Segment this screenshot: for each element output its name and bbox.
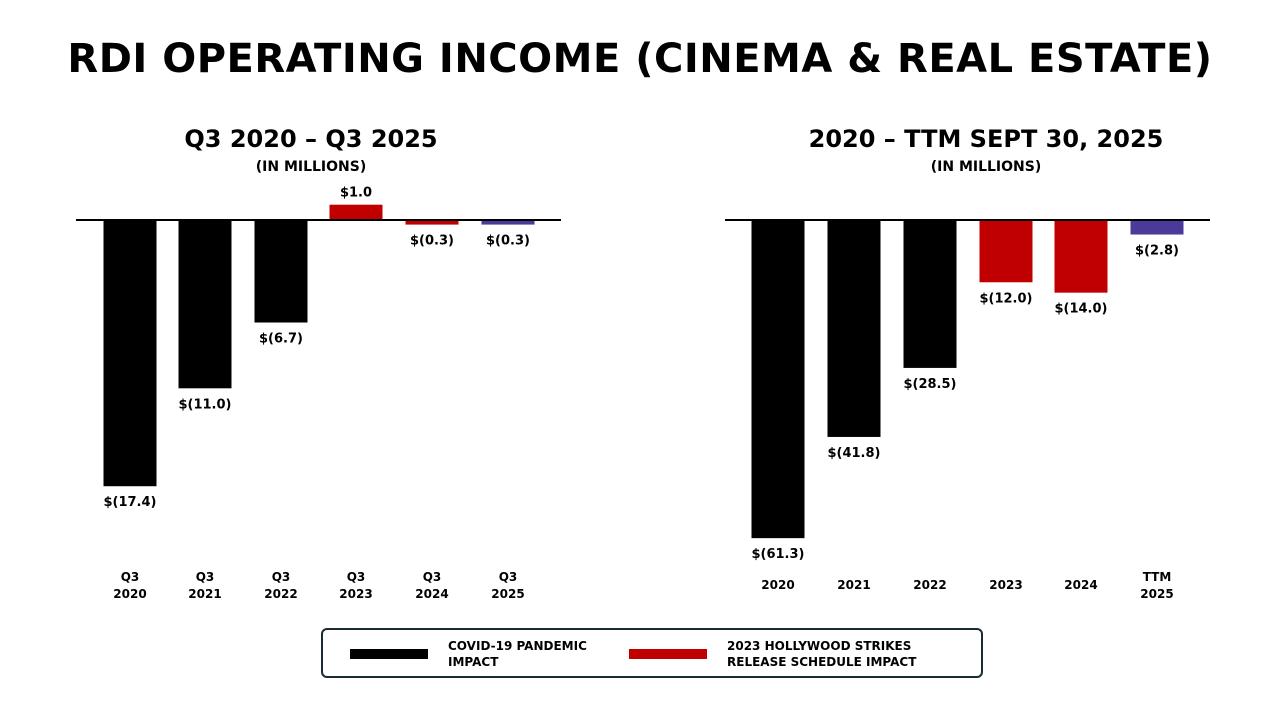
- right-bar-2: [827, 220, 881, 437]
- left-value-label-1: $(17.4): [103, 495, 156, 510]
- legend-item-strikes: 2023 HOLLYWOOD STRIKES RELEASE SCHEDULE …: [629, 638, 957, 670]
- right-value-label-3: $(28.5): [903, 377, 956, 392]
- left-category-label-2: Q3: [196, 570, 215, 584]
- left-category-label-5: 2024: [415, 587, 448, 601]
- left-chart-title: Q3 2020 – Q3 2025: [184, 125, 438, 153]
- right-category-label-2: 2021: [837, 578, 870, 592]
- right-bar-5: [1054, 220, 1108, 293]
- left-value-label-3: $(6.7): [259, 332, 303, 347]
- right-bar-4: [979, 220, 1033, 283]
- left-chart-subtitle: (IN MILLIONS): [255, 159, 367, 175]
- page-title: RDI OPERATING INCOME (CINEMA & REAL ESTA…: [67, 36, 1213, 82]
- legend-label-strikes: 2023 HOLLYWOOD STRIKES RELEASE SCHEDULE …: [727, 639, 917, 669]
- right-value-label-2: $(41.8): [827, 446, 880, 461]
- right-chart-subtitle: (IN MILLIONS): [930, 159, 1042, 175]
- left-category-label-1: 2020: [113, 587, 146, 601]
- left-value-label-5: $(0.3): [410, 234, 454, 249]
- right-category-label-5: 2024: [1064, 578, 1097, 592]
- right-category-label-1: 2020: [761, 578, 794, 592]
- left-category-label-3: 2022: [264, 587, 297, 601]
- legend-item-covid: COVID-19 PANDEMIC IMPACT: [350, 638, 613, 670]
- right-value-label-5: $(14.0): [1054, 302, 1107, 317]
- left-category-label-6: 2025: [491, 587, 524, 601]
- left-category-label-6: Q3: [499, 570, 518, 584]
- right-category-label-4: 2023: [989, 578, 1022, 592]
- left-bar-4: [329, 204, 383, 220]
- right-category-label-6: 2025: [1140, 587, 1173, 601]
- right-chart-title: 2020 – TTM SEPT 30, 2025: [808, 125, 1164, 153]
- left-category-label-3: Q3: [272, 570, 291, 584]
- left-category-label-4: Q3: [347, 570, 366, 584]
- right-value-label-4: $(12.0): [979, 291, 1032, 306]
- left-bar-2: [178, 220, 232, 389]
- legend: COVID-19 PANDEMIC IMPACT 2023 HOLLYWOOD …: [321, 628, 983, 678]
- right-value-label-6: $(2.8): [1135, 244, 1179, 259]
- left-category-label-1: Q3: [121, 570, 140, 584]
- left-value-label-2: $(11.0): [178, 397, 231, 412]
- left-bar-1: [103, 220, 157, 487]
- left-value-label-4: $1.0: [340, 186, 372, 201]
- left-category-label-4: 2023: [339, 587, 372, 601]
- right-category-label-6: TTM: [1143, 570, 1172, 584]
- right-value-label-1: $(61.3): [751, 547, 804, 562]
- left-bar-5: [405, 220, 459, 225]
- left-bar-6: [481, 220, 535, 225]
- left-category-label-5: Q3: [423, 570, 442, 584]
- right-category-label-3: 2022: [913, 578, 946, 592]
- legend-label-covid: COVID-19 PANDEMIC IMPACT: [448, 639, 587, 669]
- legend-swatch-strikes: [629, 649, 707, 659]
- right-bar-3: [903, 220, 957, 368]
- left-value-label-6: $(0.3): [486, 234, 530, 249]
- right-bar-6: [1130, 220, 1184, 235]
- left-category-label-2: 2021: [188, 587, 221, 601]
- left-bar-3: [254, 220, 308, 323]
- legend-swatch-covid: [350, 649, 428, 659]
- right-bar-1: [751, 220, 805, 539]
